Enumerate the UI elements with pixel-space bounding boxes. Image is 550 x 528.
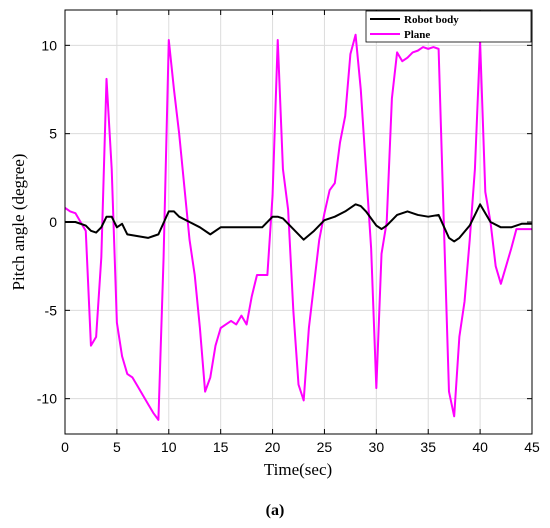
x-tick-label: 25	[317, 439, 333, 455]
ticks: 0 5 10 15 20 25 30 35 40 45 -10 -5 0 5 10	[37, 10, 540, 455]
x-tick-label: 15	[213, 439, 229, 455]
series-line-plane	[64, 33, 532, 421]
x-tick-label: 10	[161, 439, 177, 455]
x-tick-label: 30	[369, 439, 385, 455]
x-axis-label: Time(sec)	[264, 460, 332, 479]
legend: Robot body Plane	[365, 10, 532, 43]
x-tick-label: 5	[113, 439, 121, 455]
series-layer	[64, 33, 532, 421]
legend-label-plane: Plane	[404, 29, 430, 41]
y-tick-label: 0	[49, 214, 57, 230]
y-tick-label: -10	[37, 391, 57, 407]
y-tick-label: 5	[49, 126, 57, 142]
series-line-robot-body	[65, 203, 532, 243]
legend-box	[365, 10, 532, 43]
y-axis-label: Pitch angle (degree)	[9, 154, 28, 291]
y-tick-label: -5	[45, 302, 58, 318]
x-tick-label: 0	[61, 439, 69, 455]
figure-caption: (a)	[266, 502, 285, 519]
y-tick-label: 10	[41, 37, 57, 53]
x-tick-label: 35	[420, 439, 436, 455]
legend-label-robot-body: Robot body	[404, 14, 459, 26]
x-tick-label: 20	[265, 439, 281, 455]
x-tick-label: 40	[472, 439, 488, 455]
x-tick-label: 45	[524, 439, 540, 455]
